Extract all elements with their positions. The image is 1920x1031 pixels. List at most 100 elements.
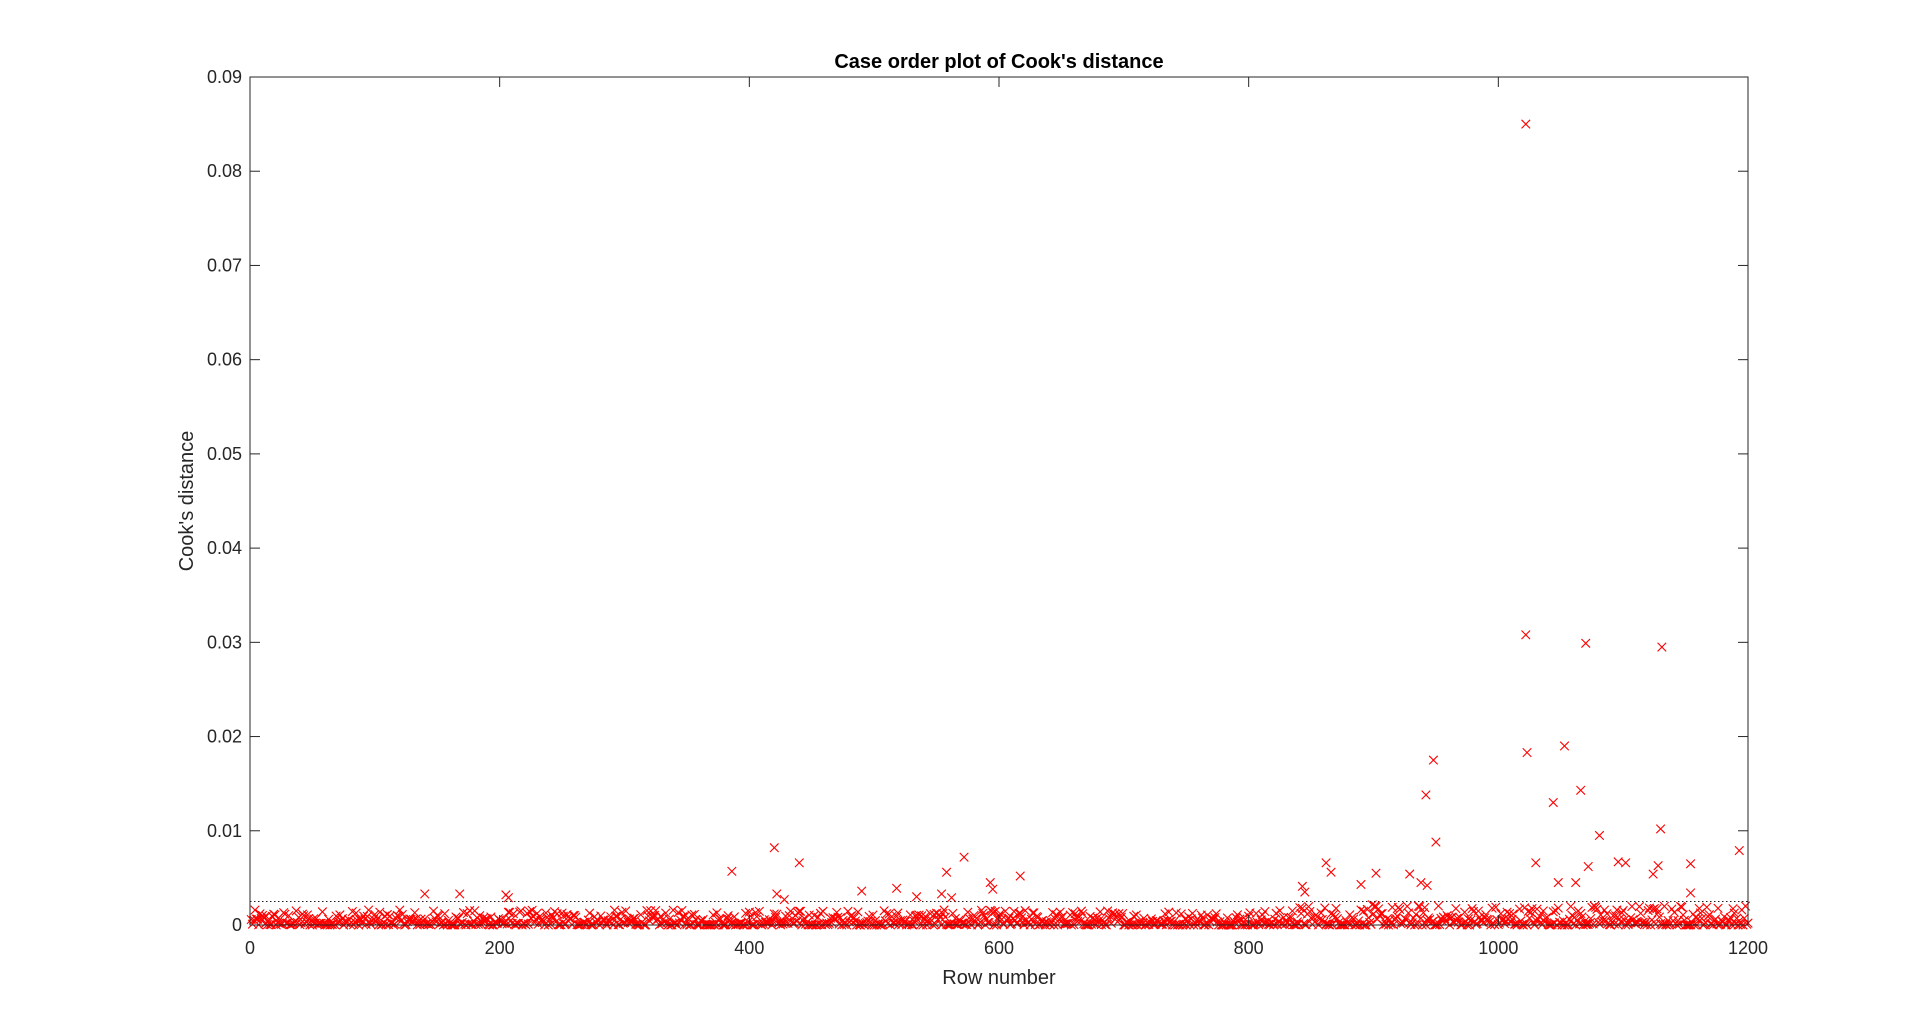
baseline-point: [664, 914, 675, 924]
baseline-point: [898, 915, 908, 925]
baseline-point: [1592, 904, 1602, 914]
baseline-point: [270, 910, 280, 920]
data-point: [1648, 869, 1658, 879]
baseline-point: [557, 908, 567, 918]
baseline-point: [1395, 904, 1405, 915]
data-point: [936, 889, 947, 899]
y-axis-label: Cook's distance: [176, 431, 198, 572]
baseline-point: [1566, 901, 1576, 912]
baseline-point: [881, 909, 892, 919]
baseline-point: [1678, 910, 1688, 920]
baseline-point: [1331, 903, 1341, 914]
data-point: [1685, 859, 1696, 869]
data-point: [1422, 880, 1432, 891]
baseline-point: [1635, 908, 1646, 919]
baseline-point: [508, 909, 519, 919]
baseline-point: [1232, 910, 1243, 920]
data-point: [455, 889, 465, 899]
baseline-point: [1275, 906, 1285, 916]
baseline-point: [1251, 908, 1261, 919]
data-point: [1657, 642, 1667, 652]
baseline-point: [1419, 902, 1430, 913]
data-point: [503, 892, 514, 903]
baseline-point: [433, 911, 444, 921]
data-point: [794, 858, 804, 868]
baseline-point: [1739, 913, 1749, 923]
baseline-point: [1376, 909, 1386, 919]
baseline-point: [636, 910, 646, 920]
baseline-point: [840, 918, 851, 928]
data-point: [1521, 119, 1531, 129]
baseline-point: [611, 911, 621, 921]
baseline-point: [964, 913, 974, 923]
data-point: [1655, 824, 1666, 834]
baseline-point: [252, 914, 263, 924]
baseline-point: [317, 907, 328, 917]
baseline-point: [1487, 903, 1497, 913]
data-point: [1594, 830, 1605, 841]
baseline-point: [651, 905, 661, 916]
data-point: [1531, 858, 1541, 868]
data-point: [727, 866, 737, 876]
baseline-point: [1260, 906, 1270, 917]
baseline-point: [397, 909, 407, 920]
baseline-point: [853, 907, 863, 917]
baseline-point: [795, 906, 806, 916]
baseline-point: [1014, 908, 1024, 919]
data-point: [1431, 837, 1441, 847]
baseline-point: [1499, 918, 1510, 929]
x-tick-label: 800: [1234, 938, 1264, 958]
baseline-point: [1581, 919, 1591, 930]
baseline-point: [976, 905, 987, 915]
x-tick-label: 600: [984, 938, 1014, 958]
y-tick-label: 0.02: [207, 727, 242, 747]
plot-area: [250, 77, 1748, 925]
data-point: [779, 894, 789, 905]
y-tick-label: 0.05: [207, 444, 242, 464]
data-point: [769, 843, 779, 853]
y-tick-label: 0.09: [207, 67, 242, 87]
baseline-point: [1586, 913, 1596, 924]
baseline-point: [794, 906, 804, 916]
baseline-point: [1617, 908, 1627, 918]
baseline-point: [1411, 909, 1421, 920]
baseline-point: [1095, 907, 1105, 917]
baseline-point: [1131, 910, 1142, 920]
baseline-point: [1020, 905, 1030, 916]
baseline-point: [382, 909, 393, 920]
baseline-point: [302, 910, 313, 920]
baseline-point: [1009, 906, 1019, 917]
baseline-point: [1000, 906, 1010, 916]
data-point: [1522, 747, 1532, 758]
data-point: [1521, 630, 1531, 640]
baseline-point: [678, 911, 688, 922]
data-point: [1428, 755, 1439, 765]
baseline-point: [1713, 903, 1723, 914]
y-tick-label: 0.08: [207, 161, 242, 181]
baseline-point: [687, 910, 697, 920]
baseline-point: [1675, 901, 1686, 912]
x-tick-label: 1000: [1478, 938, 1518, 958]
axes-box: [249, 76, 1749, 926]
baseline-point: [1295, 902, 1305, 913]
baseline-point: [1146, 914, 1156, 924]
baseline-point: [1618, 905, 1628, 916]
baseline-point: [1677, 902, 1687, 912]
baseline-point: [1627, 901, 1637, 912]
baseline-point: [523, 919, 534, 929]
baseline-point: [267, 911, 278, 922]
baseline-point: [668, 905, 678, 915]
y-tick-label: 0: [232, 915, 242, 935]
baseline-point: [1157, 919, 1168, 929]
baseline-point: [670, 918, 681, 928]
y-tick-label: 0.04: [207, 538, 242, 558]
x-tick-label: 200: [485, 938, 515, 958]
baseline-point: [1373, 904, 1384, 914]
baseline-point: [772, 909, 782, 919]
baseline-point: [298, 910, 309, 921]
data-points: [420, 119, 1744, 905]
chart-title: Case order plot of Cook's distance: [834, 51, 1163, 73]
x-tick-label: 400: [734, 938, 764, 958]
x-tick-label: 1200: [1728, 938, 1768, 958]
data-point: [1421, 790, 1431, 800]
